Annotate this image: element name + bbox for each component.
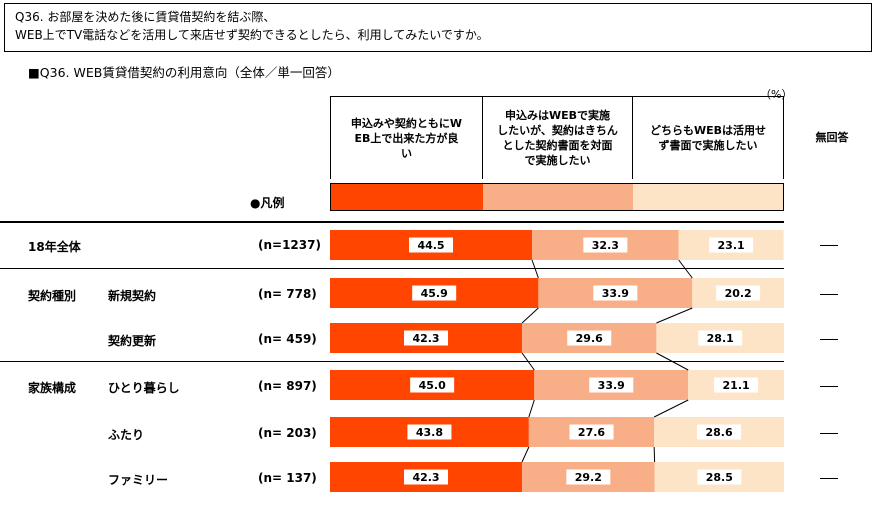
data-label-background	[409, 237, 454, 253]
chart-subtitle: ■Q36. WEB賃貸借契約の利用意向（全体／単一回答）	[28, 65, 340, 80]
unit-label: （%）	[760, 88, 793, 101]
row-n: (n= 778)	[258, 287, 317, 301]
header-series-2-line: とした契約書面を対面	[502, 139, 613, 152]
data-label-background	[407, 424, 452, 440]
legend-swatch-series-3	[633, 184, 783, 210]
table-top-rule	[0, 221, 784, 223]
row-label: ファミリー	[108, 473, 169, 487]
header-series-2-line: 申込みはWEBで実施	[504, 109, 611, 122]
connector-line	[656, 307, 693, 324]
data-label: 44.5	[417, 239, 444, 252]
data-label: 28.1	[707, 332, 734, 345]
data-label-background	[566, 469, 611, 485]
legend-label: ●凡例	[250, 196, 285, 210]
data-label-background	[697, 424, 742, 440]
header-series-3-line: どちらもWEBは活用せ	[649, 124, 767, 137]
data-label: 20.2	[725, 287, 752, 300]
data-label: 43.8	[416, 426, 443, 439]
legend-bar	[330, 183, 784, 211]
data-label: 32.3	[592, 239, 619, 252]
header-series-1-line: 申込みや契約ともにW	[350, 116, 463, 130]
data-label: 28.6	[706, 426, 733, 439]
row-n: (n= 203)	[258, 426, 317, 440]
group-label-contract-type: 契約種別	[28, 289, 77, 303]
data-label-background	[567, 330, 612, 346]
data-label: 45.9	[421, 287, 448, 300]
connector-line	[531, 259, 539, 279]
header-series-1-line: い	[400, 146, 412, 160]
data-label: 45.0	[419, 379, 446, 392]
row-n: (n= 137)	[258, 471, 317, 485]
legend-swatch-series-2	[483, 184, 633, 210]
data-label-background	[709, 237, 754, 253]
group-label-total: 18年全体	[28, 240, 81, 254]
no-answer-dash	[820, 386, 838, 387]
section-divider	[0, 268, 784, 269]
row-label: 契約更新	[108, 334, 157, 348]
section-divider	[0, 361, 784, 362]
header-series-2-line: で実施したい	[524, 154, 591, 167]
no-answer-dash	[820, 478, 838, 479]
connector-line	[656, 352, 689, 371]
connector-line	[521, 307, 539, 324]
header-series-2: 申込みはWEBで実施 したいが、契約はきちん とした契約書面を対面 で実施したい	[482, 96, 632, 179]
data-label: 42.3	[412, 332, 439, 345]
header-no-answer: 無回答	[815, 131, 849, 144]
legend-swatch-series-1	[331, 184, 483, 210]
no-answer-dash	[820, 294, 838, 295]
data-label: 33.9	[598, 379, 625, 392]
question-line-1: Q36. お部屋を決めた後に賃貸借契約を結ぶ際、	[15, 10, 276, 24]
no-answer-dash	[820, 245, 838, 246]
connector-line	[653, 399, 689, 418]
row-n: (n= 897)	[258, 379, 317, 393]
data-label-background	[404, 330, 449, 346]
row-label: ふたり	[108, 428, 145, 442]
data-label-background	[716, 285, 761, 301]
data-label-background	[589, 377, 634, 393]
data-label-background	[583, 237, 628, 253]
header-series-1-line: EB上で出来た方が良	[354, 131, 459, 145]
data-label: 21.1	[723, 379, 750, 392]
group-label-family: 家族構成	[28, 381, 77, 395]
data-label-background	[714, 377, 759, 393]
header-series-3-line: ず書面で実施したい	[658, 139, 758, 152]
data-label: 28.5	[706, 471, 733, 484]
data-label-background	[569, 424, 614, 440]
row-label: ひとり暮らし	[108, 381, 180, 395]
data-label-background	[697, 469, 742, 485]
row-n: (n= 459)	[258, 332, 317, 346]
connector-line	[528, 399, 535, 418]
data-label: 23.1	[718, 239, 745, 252]
data-label-background	[412, 285, 457, 301]
data-label-background	[698, 330, 743, 346]
data-label: 29.6	[576, 332, 603, 345]
header-series-3: どちらもWEBは活用せ ず書面で実施したい	[632, 96, 784, 179]
no-answer-dash	[820, 433, 838, 434]
connector-line	[521, 446, 530, 463]
question-box: Q36. お部屋を決めた後に賃貸借契約を結ぶ際、 WEB上でTV電話などを活用し…	[4, 3, 872, 52]
data-label-background	[410, 377, 455, 393]
data-label-background	[404, 469, 449, 485]
data-label: 27.6	[578, 426, 605, 439]
data-label: 29.2	[575, 471, 602, 484]
connector-line	[521, 352, 535, 371]
data-label: 42.3	[412, 471, 439, 484]
header-series-1: 申込みや契約ともにW EB上で出来た方が良 い	[330, 96, 482, 179]
data-label: 33.9	[602, 287, 629, 300]
data-label-background	[593, 285, 638, 301]
question-line-2: WEB上でTV電話などを活用して来店せず契約できるとしたら、利用してみたいですか…	[15, 28, 489, 42]
header-series-2-line: したいが、契約はきちん	[497, 124, 618, 137]
row-n: (n=1237)	[258, 238, 321, 252]
connector-line	[678, 259, 693, 279]
no-answer-dash	[820, 339, 838, 340]
row-label: 新規契約	[108, 289, 157, 303]
